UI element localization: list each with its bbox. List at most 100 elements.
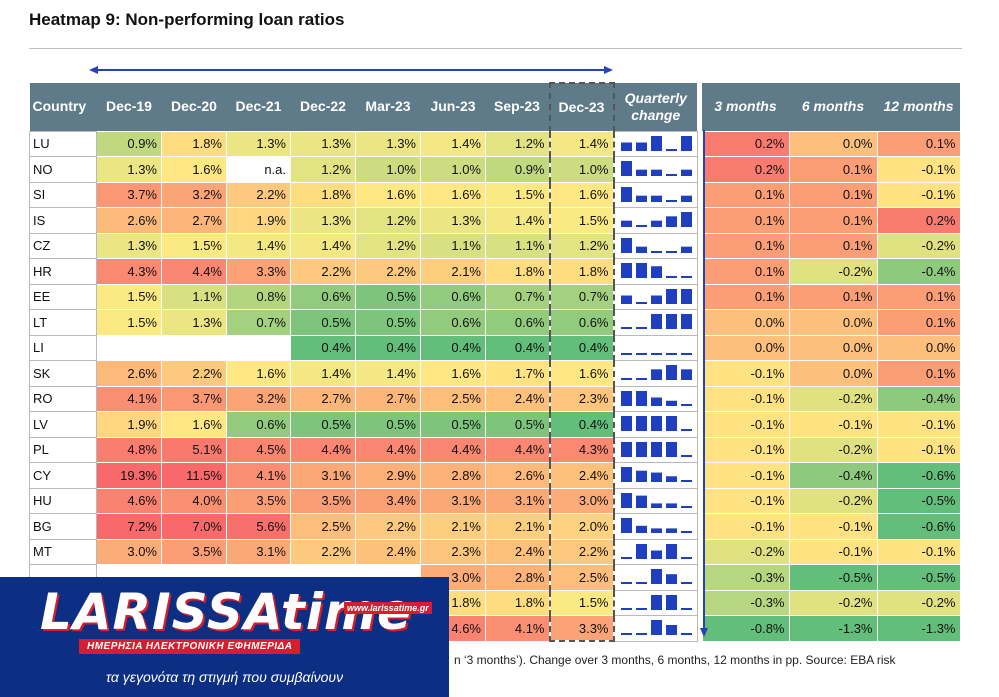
change-cell: 0.1% (788, 283, 878, 310)
column-header-country: Country (29, 83, 97, 131)
ratio-cell: 1.6% (161, 156, 227, 183)
sparkline-bar (650, 266, 662, 279)
column-gap (697, 539, 702, 565)
sparkline-bar (650, 528, 662, 534)
quarterly-change-sparkline (613, 462, 698, 489)
ratio-cell: 19.3% (96, 462, 162, 489)
sparkline-bar (665, 416, 677, 432)
ratio-cell: 1.3% (420, 207, 486, 234)
column-gap (697, 488, 702, 514)
sparkline-bar (665, 216, 677, 228)
change-cell: -0.1% (701, 411, 790, 438)
sparkline-bar (650, 594, 662, 610)
sparkline-bar (650, 620, 662, 636)
change-cell: 0.1% (876, 360, 961, 387)
sparkline-svg (620, 518, 692, 534)
sparkline-bar (680, 352, 692, 355)
sparkline-bar (680, 582, 692, 585)
ratio-cell: 4.1% (226, 462, 291, 489)
ratio-cell: 0.6% (420, 283, 486, 310)
table-row: CY 19.3% 11.5% 4.1% 3.1% 2.9% 2.8% 2.6% 2.4% -0.1… (29, 462, 961, 489)
sparkline-bar (665, 314, 677, 330)
ratio-cell: 4.4% (290, 436, 356, 463)
sparkline-bar (665, 543, 677, 559)
change-cell: 0.1% (701, 232, 790, 259)
sparkline-bar (620, 556, 632, 559)
ratio-cell: 0.4% (548, 411, 615, 438)
change-cell: -0.4% (788, 462, 878, 489)
sparkline-bar (620, 390, 632, 406)
ratio-cell: 1.0% (355, 156, 421, 183)
ratio-cell: 2.8% (485, 564, 550, 591)
sparkline-svg (620, 416, 692, 432)
ratio-cell: 3.2% (226, 385, 291, 412)
ratio-cell: 2.2% (161, 360, 227, 387)
quarterly-change-sparkline (613, 538, 698, 565)
ratio-cell: 1.4% (420, 130, 486, 157)
ratio-cell: 2.7% (290, 385, 356, 412)
country-cell: EE (29, 283, 97, 310)
sparkline-bar (680, 403, 692, 406)
quarterly-change-sparkline (613, 513, 698, 540)
sparkline-bar (620, 416, 632, 432)
column-gap (697, 182, 702, 208)
ratio-cell: 1.1% (485, 232, 550, 259)
sparkline-bar (680, 633, 692, 636)
ratio-cell: 0.5% (290, 411, 356, 438)
sparkline-bar (635, 470, 647, 483)
change-cell: -0.1% (788, 411, 878, 438)
change-cell: 0.1% (788, 181, 878, 208)
sparkline-svg (620, 161, 692, 177)
sparkline-bar (665, 250, 677, 253)
change-cell: -0.2% (788, 258, 878, 285)
ratio-cell: 3.1% (420, 487, 486, 514)
ratio-cell (226, 334, 291, 361)
ratio-cell: 2.4% (355, 538, 421, 565)
quarterly-change-sparkline (613, 564, 698, 591)
table-row: MT 3.0% 3.5% 3.1% 2.2% 2.4% 2.3% 2.4% 2.2% -0.2% -… (29, 538, 961, 565)
ratio-cell: 1.6% (161, 411, 227, 438)
quarterly-change-sparkline (613, 385, 698, 412)
ratio-cell: 3.5% (226, 487, 291, 514)
country-cell: PL (29, 436, 97, 463)
sparkline-bar (635, 169, 647, 177)
change-cell: -0.2% (788, 385, 878, 412)
sparkline-bar (650, 503, 662, 508)
sparkline-bar (680, 212, 692, 228)
sparkline-bar (680, 454, 692, 457)
ratio-cell: 1.4% (226, 232, 291, 259)
column-gap (697, 513, 702, 539)
sparkline-svg (620, 569, 692, 585)
change-cell: -1.3% (876, 615, 961, 642)
sparkline-bar (650, 250, 662, 253)
change-cell: 0.0% (788, 334, 878, 361)
change-cell: -0.1% (876, 538, 961, 565)
ratio-cell: 2.5% (548, 564, 615, 591)
change-cell: -0.2% (788, 487, 878, 514)
quarterly-change-sparkline (613, 615, 698, 642)
sparkline-bar (635, 607, 647, 610)
table-row: PL 4.8% 5.1% 4.5% 4.4% 4.4% 4.4% 4.4% 4.3% -0.1% -… (29, 436, 961, 463)
ratio-cell: 2.6% (485, 462, 550, 489)
ratio-cell: 2.1% (420, 258, 486, 285)
ratio-cell: 1.3% (226, 130, 291, 157)
sparkline-bar (650, 441, 662, 457)
country-cell: CY (29, 462, 97, 489)
change-cell: -0.8% (701, 615, 790, 642)
quarterly-change-sparkline (613, 589, 698, 616)
change-cell: 0.0% (788, 130, 878, 157)
change-cell: -0.1% (701, 462, 790, 489)
logo-url: www.larissatime.gr (344, 602, 432, 614)
change-cell: -0.4% (876, 258, 961, 285)
ratio-cell: 0.6% (485, 309, 550, 336)
country-cell: BG (29, 513, 97, 540)
sparkline-bar (620, 142, 632, 151)
ratio-cell: 1.8% (161, 130, 227, 157)
quarterly-change-sparkline (613, 258, 698, 285)
sparkline-bar (620, 467, 632, 483)
sparkline-bar (665, 288, 677, 304)
table-row: IS 2.6% 2.7% 1.9% 1.3% 1.2% 1.3% 1.4% 1.5% 0.1% 0.… (29, 207, 961, 234)
sparkline-bar (665, 625, 677, 636)
time-arrow-head-right (604, 66, 613, 74)
ratio-cell: 1.3% (355, 130, 421, 157)
